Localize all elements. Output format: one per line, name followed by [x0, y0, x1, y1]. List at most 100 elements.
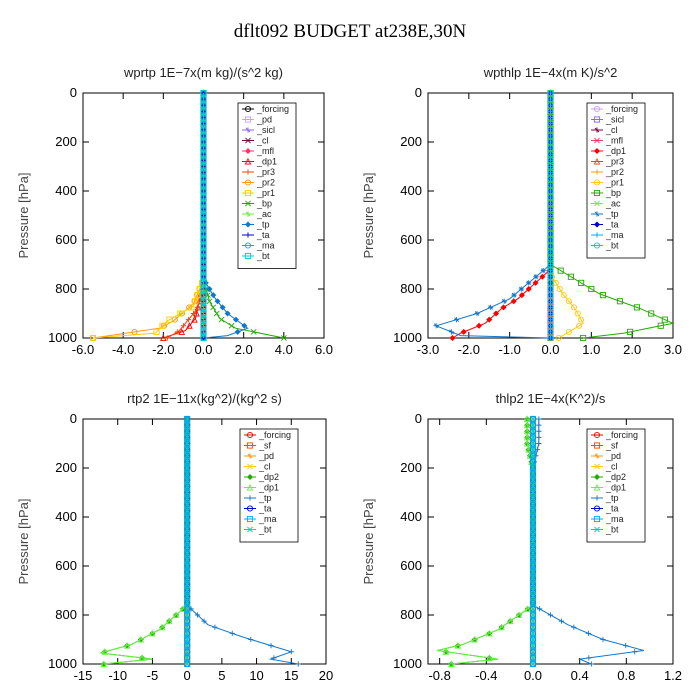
data-point — [536, 434, 542, 440]
y-tick-label: 800 — [400, 607, 422, 622]
data-point — [547, 292, 554, 299]
data-point — [530, 654, 536, 661]
legend-entry: _dp1 — [256, 157, 277, 167]
data-point — [547, 255, 554, 262]
panel-title: wprtp 1E−7x(m kg)/(s^2 kg) — [123, 65, 283, 80]
data-point — [200, 304, 207, 311]
data-point — [530, 642, 536, 649]
data-point — [547, 206, 554, 213]
data-point — [184, 581, 191, 588]
data-point — [213, 310, 220, 317]
data-point — [200, 273, 207, 280]
legend-entry: _ta — [605, 504, 619, 514]
data-point — [632, 649, 638, 655]
data-point — [530, 434, 536, 441]
data-point — [218, 316, 225, 323]
y-tick-label: 0 — [70, 411, 77, 426]
data-point — [184, 575, 191, 582]
legend-entry: _bt — [258, 525, 272, 535]
data-point — [241, 322, 248, 329]
data-point — [184, 618, 191, 625]
data-point — [530, 446, 536, 453]
legend-entry: _cl — [605, 125, 618, 135]
legend-marker — [246, 431, 254, 439]
data-point — [184, 556, 191, 563]
data-point — [547, 236, 554, 244]
data-point — [200, 138, 207, 146]
data-point — [184, 483, 191, 490]
y-tick-label: 800 — [55, 607, 77, 622]
legend-marker — [247, 453, 253, 459]
data-point — [536, 416, 542, 422]
data-point — [268, 643, 274, 649]
data-point — [184, 599, 191, 606]
data-point — [556, 285, 563, 293]
y-tick-label: 200 — [55, 460, 77, 475]
data-point — [510, 298, 517, 305]
data-point — [184, 630, 191, 637]
series-line — [434, 93, 551, 339]
data-point — [184, 550, 191, 557]
data-point — [184, 587, 191, 594]
data-point — [184, 661, 191, 667]
data-point — [200, 267, 207, 274]
legend-marker — [244, 157, 252, 165]
y-tick-label: 1000 — [393, 656, 422, 671]
data-point — [547, 151, 554, 158]
legend-marker — [247, 495, 253, 501]
legend-marker — [244, 189, 252, 197]
data-point — [184, 440, 191, 447]
data-point — [547, 126, 554, 133]
data-point — [295, 661, 301, 667]
data-point — [184, 624, 191, 631]
legend-marker — [244, 147, 252, 155]
legend-marker — [247, 526, 253, 533]
legend-entry: _forcing — [605, 104, 638, 114]
data-point — [530, 630, 536, 637]
data-point — [530, 514, 536, 520]
legend-marker — [246, 483, 254, 491]
data-point — [184, 465, 191, 471]
x-tick-label: -15 — [74, 668, 93, 683]
data-point — [547, 187, 554, 195]
x-tick-label: 20 — [319, 668, 333, 683]
x-tick-label: 3.0 — [664, 342, 682, 357]
data-point — [200, 334, 207, 342]
data-point — [184, 428, 191, 435]
data-point — [184, 538, 191, 545]
data-point — [547, 328, 554, 335]
data-point — [547, 108, 554, 115]
data-point — [530, 587, 536, 594]
data-point — [200, 255, 207, 262]
legend-marker — [245, 127, 251, 133]
x-tick-label: -2.0 — [458, 342, 480, 357]
data-point — [200, 224, 207, 231]
legend-marker — [246, 473, 254, 481]
data-point — [153, 328, 160, 335]
data-point — [578, 316, 585, 323]
data-point — [184, 477, 191, 484]
data-point — [200, 298, 207, 305]
data-point — [184, 636, 191, 643]
data-point — [184, 593, 191, 600]
data-point — [184, 416, 191, 422]
data-point — [547, 279, 554, 286]
series-pr2 — [89, 89, 207, 342]
data-point — [547, 114, 554, 121]
legend-entry: _pd — [605, 451, 621, 461]
data-point — [547, 285, 554, 293]
data-point — [530, 465, 536, 471]
legend-marker — [244, 116, 252, 123]
legend-entry: _bt — [605, 525, 619, 535]
y-tick-label: 200 — [400, 460, 422, 475]
data-point — [525, 446, 532, 453]
legend-entry: _forcing — [256, 104, 289, 114]
data-point — [530, 422, 536, 429]
data-point — [558, 618, 565, 624]
legend-marker — [594, 232, 600, 238]
data-point — [530, 599, 536, 606]
series-dp1 — [449, 89, 554, 342]
y-axis-label: Pressure [hPa] — [16, 499, 31, 585]
data-point — [448, 660, 455, 668]
